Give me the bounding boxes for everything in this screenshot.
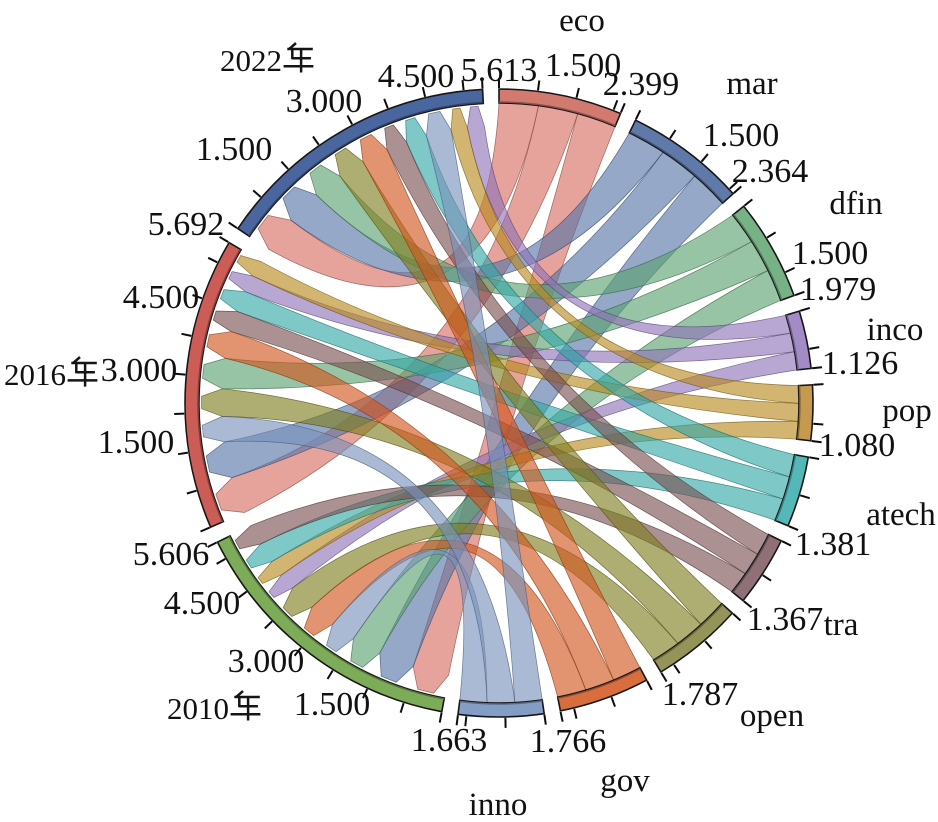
svg-text:1.787: 1.787 bbox=[662, 676, 739, 713]
svg-text:dfin: dfin bbox=[829, 186, 882, 222]
svg-text:2016: 2016 bbox=[4, 357, 66, 392]
svg-text:1.367: 1.367 bbox=[747, 601, 824, 638]
svg-text:4.500: 4.500 bbox=[164, 585, 241, 622]
svg-text:5.606: 5.606 bbox=[133, 536, 210, 573]
svg-text:1.381: 1.381 bbox=[795, 526, 872, 563]
svg-text:pop: pop bbox=[882, 393, 932, 429]
svg-text:1.500: 1.500 bbox=[294, 686, 371, 723]
svg-text:inco: inco bbox=[867, 312, 924, 348]
svg-text:1.979: 1.979 bbox=[800, 271, 877, 308]
svg-text:eco: eco bbox=[559, 3, 605, 39]
svg-text:1.500: 1.500 bbox=[792, 235, 869, 272]
svg-text:1.500: 1.500 bbox=[545, 47, 622, 84]
svg-text:1.663: 1.663 bbox=[411, 722, 488, 759]
svg-text:4.500: 4.500 bbox=[378, 58, 455, 95]
svg-text:1.766: 1.766 bbox=[530, 723, 607, 760]
svg-text:2.399: 2.399 bbox=[603, 66, 680, 103]
svg-text:1.500: 1.500 bbox=[703, 117, 780, 154]
svg-text:1.126: 1.126 bbox=[822, 345, 899, 382]
svg-text:2010: 2010 bbox=[167, 691, 229, 726]
svg-text:1.080: 1.080 bbox=[819, 427, 896, 464]
svg-text:2022: 2022 bbox=[220, 43, 282, 78]
svg-text:atech: atech bbox=[866, 497, 936, 533]
svg-text:5.692: 5.692 bbox=[148, 206, 225, 243]
svg-text:tra: tra bbox=[824, 607, 859, 643]
svg-text:gov: gov bbox=[600, 763, 650, 799]
svg-text:3.000: 3.000 bbox=[101, 352, 178, 389]
svg-text:3.000: 3.000 bbox=[286, 83, 363, 120]
svg-text:4.500: 4.500 bbox=[123, 279, 200, 316]
svg-text:inno: inno bbox=[469, 787, 528, 822]
svg-text:mar: mar bbox=[726, 66, 777, 102]
svg-text:5.613: 5.613 bbox=[461, 52, 538, 89]
svg-text:1.500: 1.500 bbox=[98, 424, 175, 461]
svg-text:open: open bbox=[740, 698, 804, 734]
svg-text:3.000: 3.000 bbox=[228, 643, 305, 680]
svg-text:2.364: 2.364 bbox=[732, 153, 809, 190]
svg-text:1.500: 1.500 bbox=[196, 131, 273, 168]
